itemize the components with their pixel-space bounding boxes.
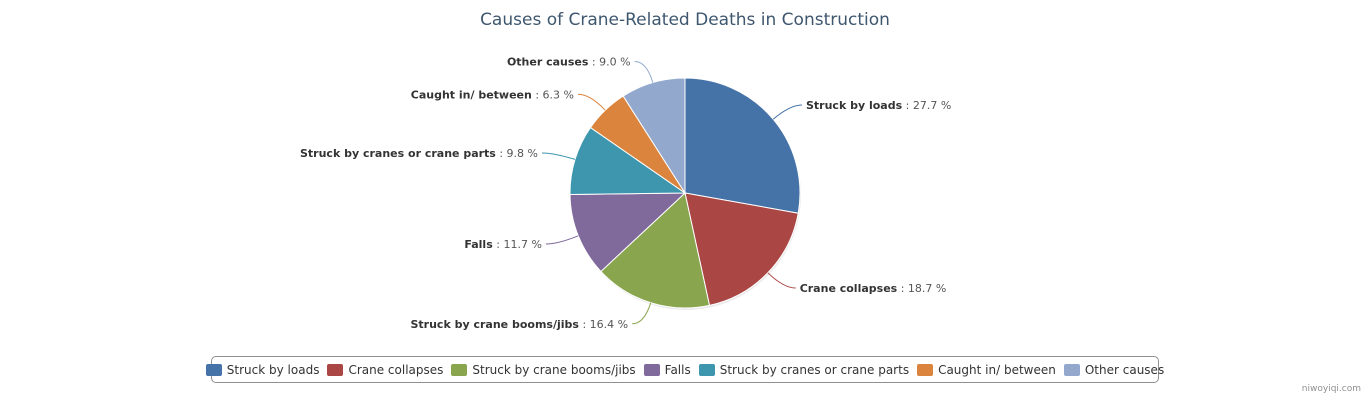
legend: Struck by loads Crane collapses Struck by … bbox=[205, 356, 1164, 383]
legend-label: Other causes bbox=[1084, 362, 1165, 377]
legend-swatch bbox=[643, 363, 660, 376]
legend-label: Crane collapses bbox=[348, 362, 444, 377]
data-label-falls: Falls : 11.7 % bbox=[464, 238, 542, 251]
legend-item-struck-by-crane-booms-jibs[interactable]: Struck by crane booms/jibs bbox=[451, 362, 636, 377]
data-label-struck-by-loads: Struck by loads : 27.7 % bbox=[806, 99, 951, 112]
data-labels: Struck by loads : 27.7 % Crane collapses … bbox=[300, 56, 951, 331]
legend-item-struck-by-loads[interactable]: Struck by loads bbox=[205, 362, 320, 377]
data-label-struck-by-crane-booms-jibs: Struck by crane booms/jibs : 16.4 % bbox=[411, 318, 629, 331]
legend-swatch bbox=[327, 363, 344, 376]
legend-swatch bbox=[698, 363, 715, 376]
label-connectors bbox=[541, 61, 803, 325]
connector-struck-by-loads bbox=[772, 104, 803, 120]
pie-slice-struck-by-crane-booms-jibs[interactable] bbox=[600, 192, 711, 309]
connector-crane-collapses bbox=[767, 272, 796, 289]
chart-title: Causes of Crane-Related Deaths in Constr… bbox=[480, 10, 890, 30]
connector-struck-by-crane-booms-jibs bbox=[632, 302, 652, 325]
data-label-struck-by-cranes-or-crane-parts: Struck by cranes or crane parts : 9.8 % bbox=[300, 147, 538, 160]
legend-swatch bbox=[917, 363, 934, 376]
legend-item-struck-by-cranes-or-crane-parts[interactable]: Struck by cranes or crane parts bbox=[698, 362, 910, 377]
legend-label: Struck by cranes or crane parts bbox=[719, 362, 910, 377]
data-label-caught-in-between: Caught in/ between : 6.3 % bbox=[411, 88, 574, 101]
legend-swatch bbox=[451, 363, 468, 376]
legend-item-crane-collapses[interactable]: Crane collapses bbox=[327, 363, 443, 377]
connector-falls bbox=[545, 235, 579, 245]
credit-text[interactable]: niwoyiqi.com bbox=[1301, 384, 1361, 394]
pie-slice-struck-by-loads[interactable] bbox=[684, 77, 801, 214]
connector-caught-in-between bbox=[577, 93, 606, 111]
legend-label: Struck by loads bbox=[226, 362, 320, 377]
connector-other-causes bbox=[634, 61, 654, 83]
legend-item-falls[interactable]: Falls bbox=[643, 362, 691, 377]
legend-swatch bbox=[1063, 363, 1080, 376]
connector-struck-by-cranes-or-crane-parts bbox=[541, 152, 576, 160]
legend-label: Struck by crane booms/jibs bbox=[472, 362, 636, 377]
legend-swatch bbox=[205, 363, 222, 376]
pie-slices bbox=[569, 77, 801, 310]
legend-item-caught-in-between[interactable]: Caught in/ between bbox=[917, 363, 1056, 377]
legend-label: Caught in/ between bbox=[938, 362, 1056, 377]
legend-item-other-causes[interactable]: Other causes bbox=[1063, 362, 1165, 377]
legend-label: Falls bbox=[664, 362, 691, 377]
data-label-crane-collapses: Crane collapses : 18.7 % bbox=[800, 282, 947, 295]
data-label-other-causes: Other causes : 9.0 % bbox=[507, 56, 631, 69]
